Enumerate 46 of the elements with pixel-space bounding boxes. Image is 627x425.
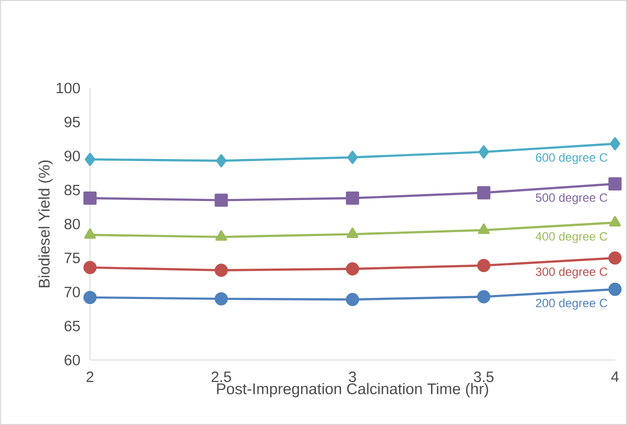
x-tick-label: 3.5 (474, 372, 494, 382)
x-tick-label: 2.5 (212, 372, 232, 382)
point (608, 177, 622, 190)
point (477, 258, 490, 272)
x-tick-label: 4 (611, 372, 619, 382)
x-tick-label: 2 (86, 372, 94, 382)
point (478, 145, 489, 159)
point (215, 230, 228, 241)
y-tick-label: 90 (64, 150, 80, 162)
point (214, 292, 228, 306)
point (608, 251, 622, 265)
point (610, 137, 620, 150)
x-tick-label: 3 (348, 372, 356, 382)
x-axis-title: Post-Impregnation Calcination Time (hr) (217, 382, 488, 398)
y-tick-label: 95 (64, 116, 80, 128)
point (214, 264, 228, 277)
point (477, 290, 490, 304)
point (83, 260, 97, 274)
point (216, 154, 226, 168)
series-label: 200 degree C (536, 298, 608, 310)
series-label: 400 degree C (536, 232, 608, 243)
point (84, 228, 96, 239)
point (478, 224, 490, 234)
point (346, 262, 360, 276)
point (84, 152, 96, 166)
y-tick-label: 75 (64, 252, 80, 264)
point (346, 228, 358, 238)
series-label: 600 degree C (536, 152, 608, 164)
point (214, 194, 228, 207)
point (83, 192, 97, 205)
point (347, 150, 358, 164)
point (83, 290, 97, 304)
y-tick-label: 70 (64, 286, 80, 298)
y-tick-label: 60 (64, 354, 80, 366)
y-tick-label: 65 (64, 320, 80, 332)
point (609, 216, 621, 226)
point (608, 282, 622, 296)
y-tick-label: 85 (64, 184, 80, 196)
point (346, 192, 360, 205)
series-label: 300 degree C (536, 267, 608, 278)
y-tick-label: 100 (56, 82, 80, 94)
point (346, 292, 360, 306)
y-axis-title: Biodiesel Yield (%) (38, 160, 53, 288)
y-tick-label: 80 (64, 218, 80, 230)
series-label: 500 degree C (536, 193, 608, 204)
point (477, 186, 490, 200)
